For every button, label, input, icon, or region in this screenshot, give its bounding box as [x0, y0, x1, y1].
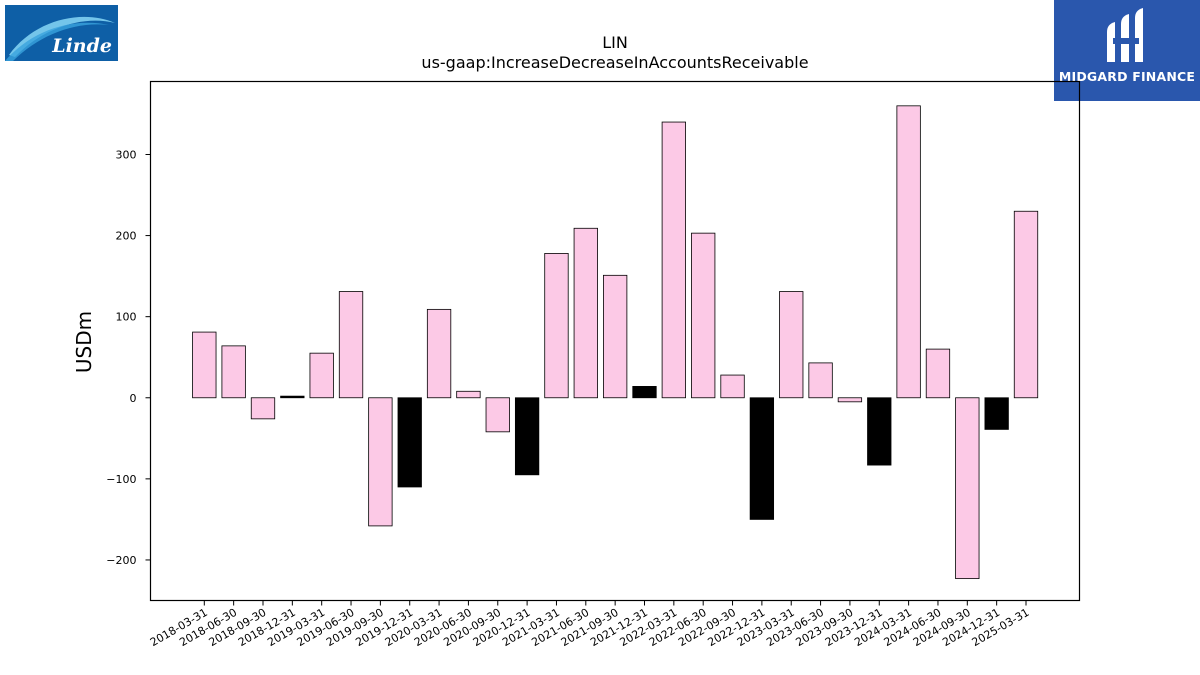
bar-2018-09-30 [250, 397, 276, 420]
bar-2021-12-31 [632, 386, 657, 399]
linde-logo-text: Linde [52, 35, 112, 57]
bar-2024-03-31 [896, 105, 921, 399]
bar-2022-09-30 [720, 374, 745, 399]
y-tick-label: −200 [106, 554, 136, 567]
bar-2021-09-30 [603, 274, 628, 399]
bar-2020-12-31 [514, 397, 540, 476]
bar-2021-03-31 [544, 253, 569, 399]
bar-2020-06-30 [456, 390, 481, 399]
bar-2023-12-31 [867, 397, 892, 466]
y-axis-label: USDm [72, 311, 96, 373]
bar-2023-03-31 [779, 291, 804, 399]
bar-2018-06-30 [221, 345, 246, 399]
chart-title: LIN [602, 33, 628, 52]
bar-2019-12-31 [397, 397, 422, 488]
chart-subtitle: us-gaap:IncreaseDecreaseInAccountsReceiv… [421, 53, 808, 72]
midgard-logo-text: MIDGARD FINANCE [1058, 69, 1196, 84]
plot-frame [149, 80, 1081, 602]
midgard-finance-logo: MIDGARD FINANCE [1054, 0, 1200, 101]
bar-2018-03-31 [192, 331, 217, 399]
bar-2023-09-30 [837, 397, 863, 403]
bar-2022-12-31 [749, 397, 775, 520]
bar-2022-03-31 [661, 121, 686, 399]
y-axis-ticks: −200 −100 0 100 200 300 [106, 148, 151, 567]
bar-2019-06-30 [338, 291, 364, 399]
y-tick-label: 0 [130, 392, 137, 405]
y-tick-label: 100 [116, 311, 137, 324]
bar-2024-06-30 [925, 348, 951, 399]
bar-2020-09-30 [485, 397, 510, 433]
bar-2025-03-31 [1013, 210, 1039, 399]
bar-2023-06-30 [808, 362, 833, 399]
linde-logo: Linde [5, 5, 118, 61]
x-axis-ticks: 2018-03-312018-06-302018-09-302018-12-31… [148, 600, 1032, 649]
bar-2020-03-31 [426, 308, 452, 399]
bar-2022-06-30 [691, 232, 716, 399]
y-tick-label: −100 [106, 473, 136, 486]
bar-2024-12-31 [984, 397, 1009, 430]
linde-logo-swoosh-icon [5, 5, 118, 61]
bar-2021-06-30 [573, 227, 598, 399]
bar-2019-09-30 [368, 397, 393, 527]
y-tick-label: 300 [116, 148, 137, 161]
bars-group [192, 105, 1039, 580]
midgard-m-icon [1107, 8, 1143, 62]
bar-2018-12-31 [280, 395, 305, 399]
bar-2019-03-31 [309, 352, 334, 399]
bar-2024-09-30 [955, 397, 980, 580]
y-tick-label: 200 [116, 230, 137, 243]
